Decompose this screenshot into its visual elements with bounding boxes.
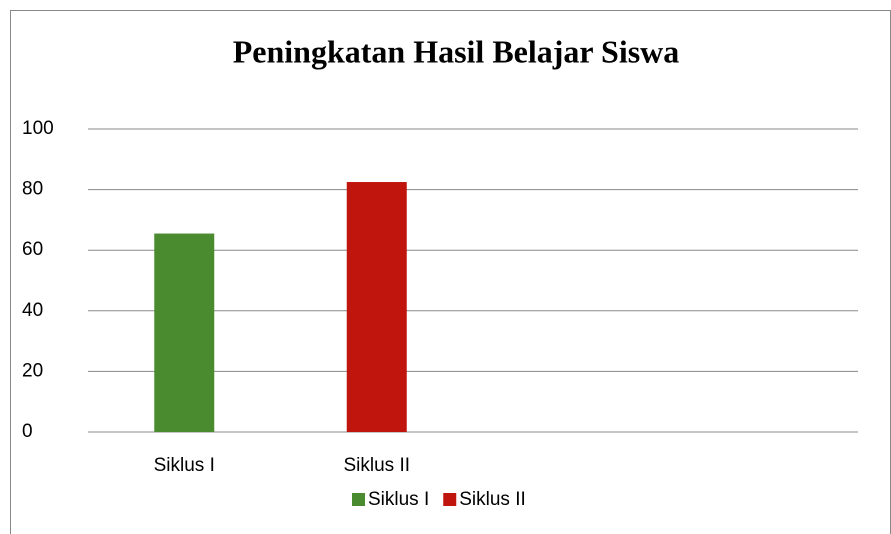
x-tick-label: Siklus II xyxy=(343,455,410,476)
y-tick-label: 60 xyxy=(22,239,43,260)
x-tick-label: Siklus I xyxy=(154,455,215,476)
legend-swatch xyxy=(352,493,365,506)
chart-border xyxy=(10,10,891,534)
y-tick-label: 0 xyxy=(22,421,33,442)
bar xyxy=(346,182,407,432)
y-tick-label: 100 xyxy=(22,118,54,139)
bar xyxy=(154,233,215,432)
legend-swatch xyxy=(443,493,457,506)
y-tick-label: 20 xyxy=(22,360,43,381)
legend-label: Siklus II xyxy=(459,489,526,510)
chart-title: Peningkatan Hasil Belajar Siswa xyxy=(233,33,680,69)
y-tick-label: 80 xyxy=(22,179,43,200)
y-tick-label: 40 xyxy=(22,300,43,321)
legend-label: Siklus I xyxy=(368,489,429,510)
